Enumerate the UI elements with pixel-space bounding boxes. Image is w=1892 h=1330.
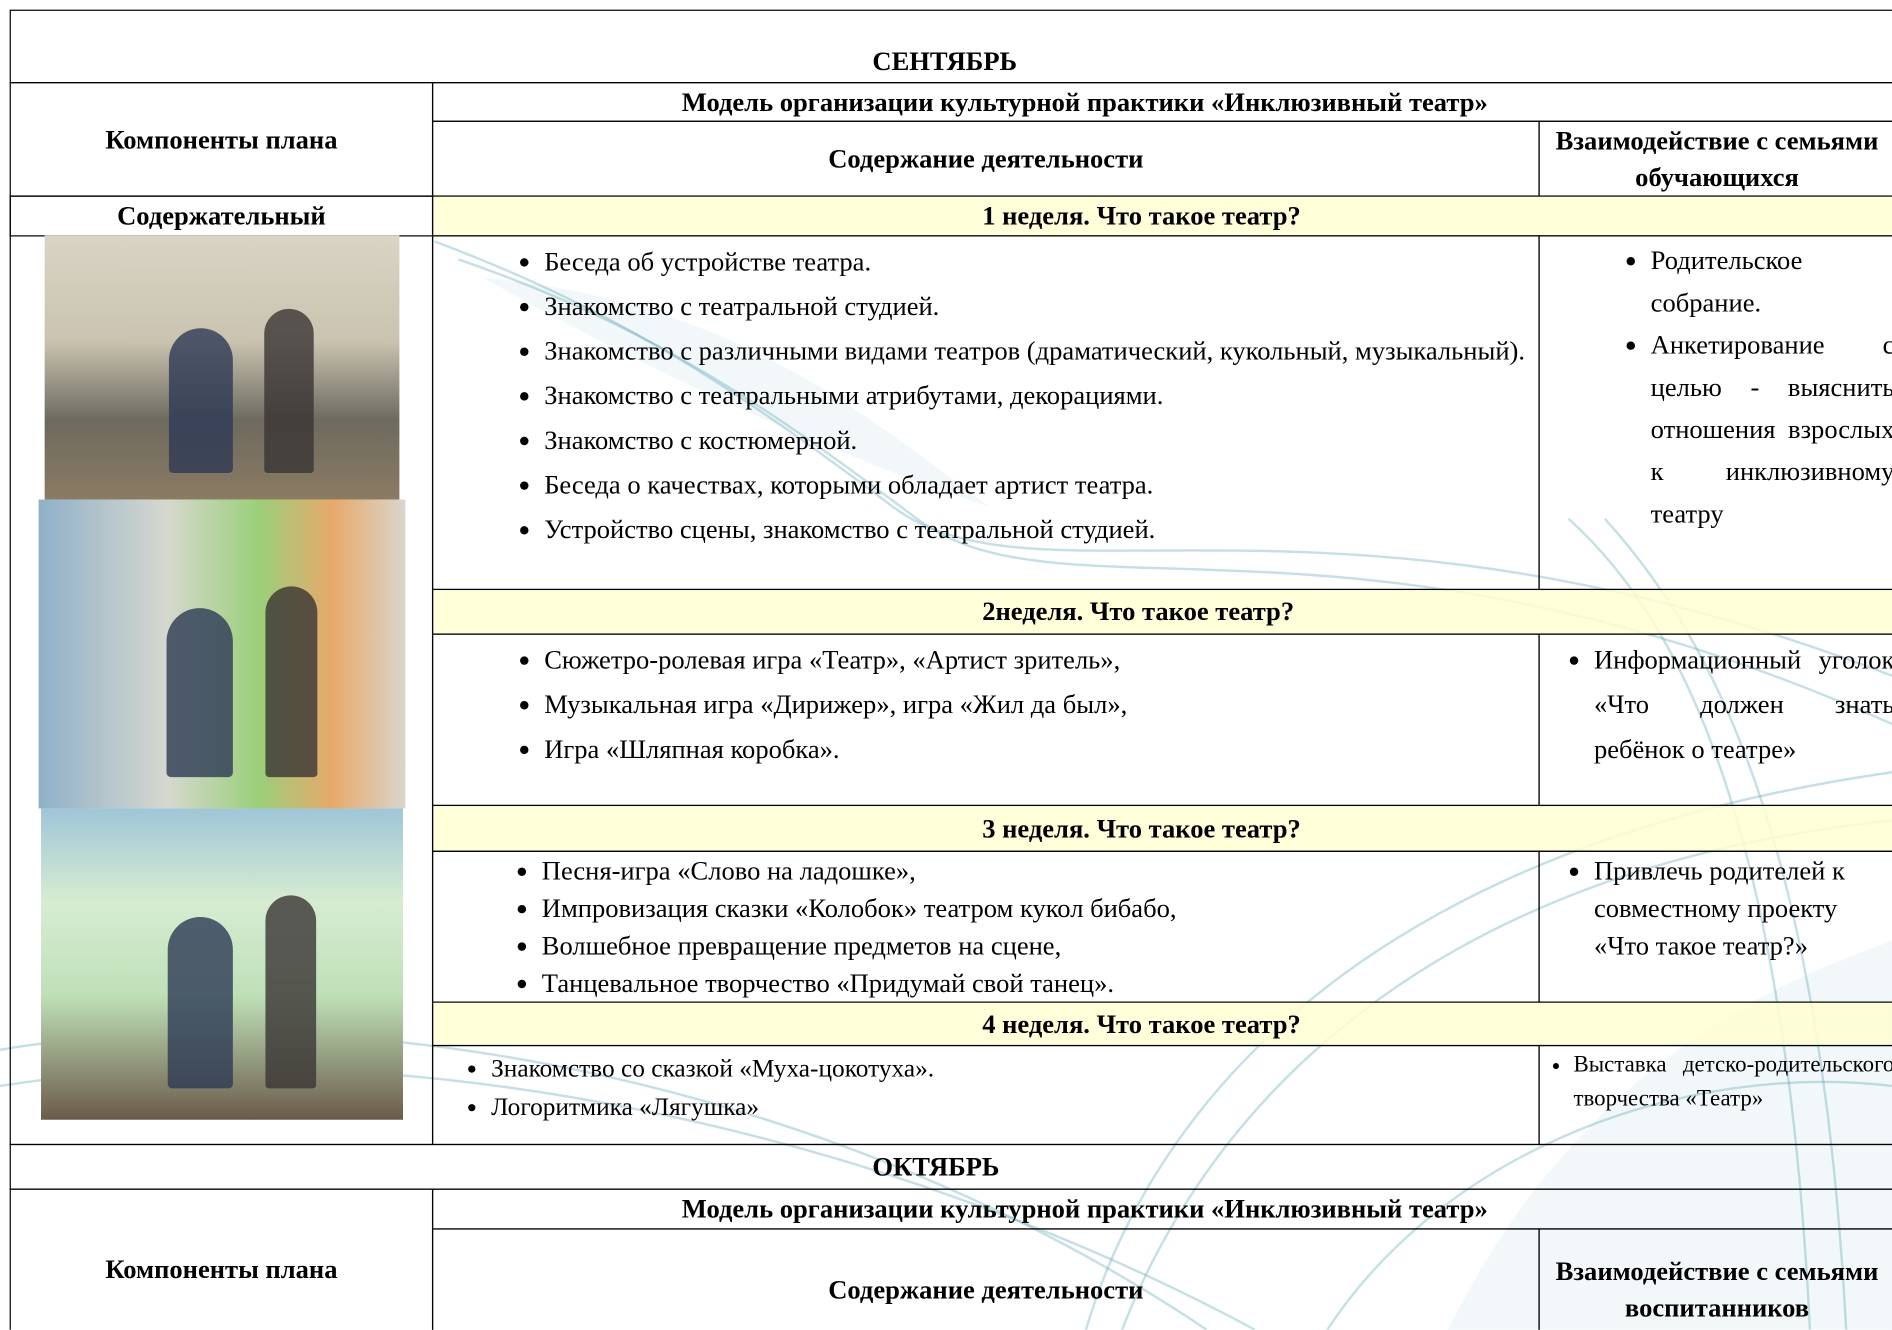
photo-figure — [166, 607, 234, 778]
family-cell: Привлечь родителей к совместному проекту… — [1538, 850, 1892, 1003]
components-header: Компоненты плана — [9, 1188, 434, 1330]
week-title: 3 неделя. Что такое театр? — [431, 804, 1892, 852]
model-header: Модель организации культурной практики «… — [431, 1188, 1892, 1230]
week-title: 1 неделя. Что такое театр? — [431, 195, 1892, 237]
week-title: 2неделя. Что такое театр? — [431, 588, 1892, 635]
photo-figure — [168, 327, 233, 474]
family-list: Родительское собрание.Анкетирование с це… — [1651, 239, 1892, 535]
activity-item: Беседа о качествах, которыми обладает ар… — [544, 462, 1526, 507]
model-header: Модель организации культурной практики «… — [431, 82, 1892, 122]
photo — [44, 235, 400, 500]
activity-item: Волшебное превращение предметов на сцене… — [542, 927, 1527, 964]
family-item: Привлечь родителей к совместному проекту… — [1594, 852, 1892, 964]
family-list: Выставка детско-родительского творчества… — [1573, 1049, 1892, 1117]
family-cell: Выставка детско-родительского творчества… — [1538, 1044, 1892, 1146]
family-list: Информационный уголок «Что должен знать … — [1594, 637, 1892, 771]
month-header: ОКТЯБРЬ — [9, 1143, 1892, 1190]
activity-list: Песня-игра «Слово на ладошке»,Импровизац… — [542, 852, 1527, 1002]
activity-item: Музыкальная игра «Дирижер», игра «Жил да… — [544, 682, 1526, 727]
family-header: Взаимодействие с семьями обучающихся — [1538, 120, 1892, 197]
activity-item: Знакомство с различными видами театров (… — [544, 328, 1526, 373]
month-header: СЕНТЯБРЬ — [9, 9, 1892, 84]
activity-item: Игра «Шляпная коробка». — [544, 726, 1526, 771]
photo-figure — [167, 917, 233, 1089]
activity-item: Беседа об устройстве театра. — [544, 239, 1526, 284]
activities-cell: Знакомство со сказкой «Муха-цокотуха».Ло… — [431, 1044, 1540, 1146]
family-item: Родительское собрание. — [1651, 239, 1892, 323]
activity-item: Знакомство с костюмерной. — [544, 417, 1526, 462]
photo-figure — [265, 895, 317, 1089]
activity-item: Сюжетро-ролевая игра «Театр», «Артист зр… — [544, 637, 1526, 682]
family-item: Выставка детско-родительского творчества… — [1573, 1049, 1892, 1117]
activity-item: Танцевальное творчество «Придумай свой т… — [542, 964, 1527, 1001]
content-header: Содержание деятельности — [431, 120, 1540, 197]
activity-list: Беседа об устройстве театра.Знакомство с… — [544, 239, 1526, 552]
activity-list: Знакомство со сказкой «Муха-цокотуха».Ло… — [491, 1049, 1526, 1126]
activity-item: Знакомство с театральными атрибутами, де… — [544, 373, 1526, 418]
activity-item: Песня-игра «Слово на ладошке», — [542, 852, 1527, 889]
family-cell: Родительское собрание.Анкетирование с це… — [1538, 235, 1892, 591]
activity-item: Устройство сцены, знакомство с театральн… — [544, 507, 1526, 552]
activity-item: Импровизация сказки «Колобок» театром ку… — [542, 889, 1527, 926]
components-header: Компоненты плана — [9, 82, 434, 197]
family-header: Взаимодействие с семьями воспитанников — [1538, 1228, 1892, 1330]
activity-list: Сюжетро-ролевая игра «Театр», «Артист зр… — [544, 637, 1526, 771]
photo-figure — [266, 586, 318, 778]
activities-cell: Беседа об устройстве театра.Знакомство с… — [431, 235, 1540, 591]
activity-item: Логоритмика «Лягушка» — [491, 1087, 1526, 1126]
activities-cell: Песня-игра «Слово на ладошке»,Импровизац… — [431, 850, 1540, 1003]
family-item: Анкетирование с целью - выяснить отношен… — [1651, 323, 1892, 534]
week-title: 4 неделя. Что такое театр? — [431, 1001, 1892, 1047]
family-cell: Информационный уголок «Что должен знать … — [1538, 633, 1892, 807]
photo-figure — [264, 309, 315, 474]
photo — [41, 808, 404, 1120]
activity-item: Знакомство с театральной студией. — [544, 284, 1526, 329]
family-item: Информационный уголок «Что должен знать … — [1594, 637, 1892, 771]
photo — [38, 499, 406, 809]
activity-item: Знакомство со сказкой «Муха-цокотуха». — [491, 1049, 1526, 1088]
family-list: Привлечь родителей к совместному проекту… — [1594, 852, 1892, 964]
content-header: Содержание деятельности — [431, 1228, 1540, 1330]
activities-cell: Сюжетро-ролевая игра «Театр», «Артист зр… — [431, 633, 1540, 807]
